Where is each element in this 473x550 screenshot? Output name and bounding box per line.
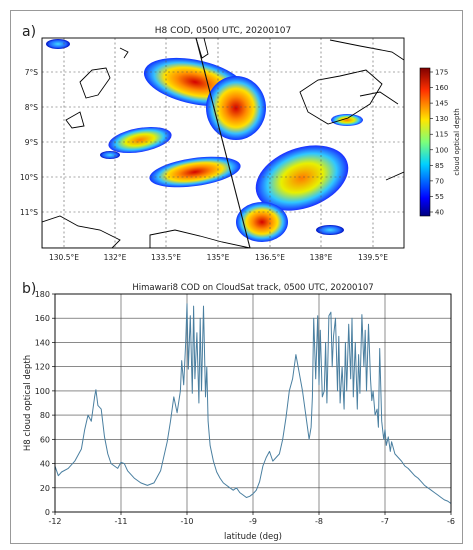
cloud-patch-se [316, 225, 344, 235]
lat-tick: 11°S [20, 208, 38, 217]
cloud-patch-nw [46, 39, 70, 49]
cloud-patch-sw [100, 151, 120, 159]
y-tick-label: 60 [40, 435, 50, 444]
panel-b-label: b) [22, 281, 36, 297]
lat-tick: 9°S [25, 138, 39, 147]
lon-tick: 136.5°E [255, 253, 285, 262]
colorbar-tick-label: 55 [435, 193, 444, 201]
x-tick-label: -6 [447, 517, 455, 526]
lat-tick: 10°S [20, 173, 38, 182]
colorbar-ticks: 175 160 145 130 115 100 85 70 55 40 [430, 69, 448, 217]
y-tick-label: 120 [35, 363, 50, 372]
y-tick-label: 100 [35, 387, 50, 396]
lat-tick-labels: 7°S 8°S 9°S 10°S 11°S [20, 68, 38, 217]
colorbar-tick-label: 145 [435, 100, 448, 108]
lon-tick-labels: 130.5°E 132°E 133.5°E 135°E 136.5°E 138°… [49, 253, 388, 262]
lat-tick: 7°S [25, 68, 39, 77]
cloud-band-west [108, 126, 172, 154]
colorbar-tick-label: 130 [435, 115, 448, 123]
lon-tick: 139.5°E [358, 253, 388, 262]
coastlines [42, 38, 404, 248]
plot-frame [54, 293, 452, 513]
y-tick-label: 180 [35, 290, 50, 299]
colorbar-tick-label: 85 [435, 162, 444, 170]
colorbar-tick-label: 160 [435, 84, 448, 92]
lon-tick: 138°E [310, 253, 333, 262]
colorbar-label: cloud optical depth [453, 108, 461, 175]
x-axis-label: latitude (deg) [224, 532, 282, 542]
x-tick-label: -11 [114, 517, 127, 526]
x-tick-label: -7 [381, 517, 389, 526]
colorbar-tick-label: 175 [435, 69, 448, 77]
y-tick-label: 160 [35, 314, 50, 323]
lon-tick: 132°E [104, 253, 127, 262]
y-tick-label: 80 [40, 411, 50, 420]
cloudsat-track [195, 38, 251, 248]
lon-tick: 133.5°E [151, 253, 181, 262]
lon-tick: 130.5°E [49, 253, 79, 262]
cloud-system-central [206, 76, 266, 140]
chart-title: Himawari8 COD on CloudSat track, 0500 UT… [132, 283, 373, 293]
cod-series-line [54, 303, 452, 504]
colorbar-tick-label: 40 [435, 209, 444, 217]
x-tick-label: -10 [180, 517, 193, 526]
y-tick-label: 0 [45, 508, 50, 517]
y-tick-label: 140 [35, 338, 50, 347]
lon-tick: 135°E [207, 253, 230, 262]
lat-tick: 8°S [25, 103, 39, 112]
y-tick-label: 40 [40, 460, 50, 469]
colorbar-tick-label: 100 [435, 146, 448, 154]
map-frame [41, 37, 405, 249]
panel-a-label: a) [22, 24, 36, 40]
colorbar [419, 67, 431, 217]
x-tick-label: -8 [315, 517, 323, 526]
x-tick-label: -9 [249, 517, 257, 526]
y-tick-label: 20 [40, 484, 50, 493]
x-tick-label: -12 [48, 517, 61, 526]
colorbar-tick-label: 70 [435, 177, 444, 185]
cloud-system-east [255, 145, 349, 211]
cod-line-chart: 0 20 40 60 80 100 120 140 160 180 -12 -11 -10 -9 -8 -7 -… [35, 290, 455, 526]
map-gridlines [42, 38, 404, 248]
y-axis-label: H8 cloud optical depth [23, 355, 33, 451]
cod-map [42, 38, 404, 248]
cloud-patch-east [331, 114, 363, 126]
colorbar-tick-label: 115 [435, 131, 448, 139]
panel-a-title: H8 COD, 0500 UTC, 20200107 [155, 26, 292, 36]
